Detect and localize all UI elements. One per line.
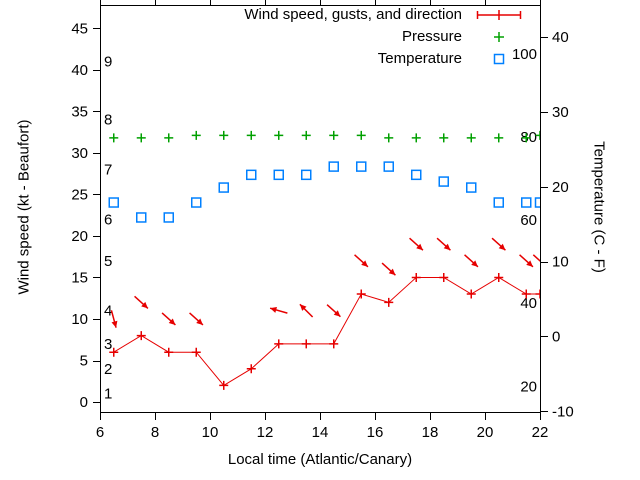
left-y-axis-title: Wind speed (kt - Beaufort)	[15, 119, 33, 295]
gust-direction-arrows	[110, 237, 540, 328]
svg-text:22: 22	[532, 424, 549, 441]
svg-text:100: 100	[512, 46, 537, 63]
svg-text:0: 0	[552, 328, 560, 345]
svg-text:-10: -10	[552, 403, 574, 420]
svg-text:15: 15	[71, 269, 88, 286]
svg-text:10: 10	[552, 254, 569, 271]
svg-text:5: 5	[80, 353, 88, 370]
svg-text:40: 40	[552, 29, 569, 46]
x-axis-title: Local time (Atlantic/Canary)	[227, 451, 413, 468]
temperature-square-legend-icon	[493, 53, 505, 65]
svg-text:20: 20	[477, 424, 494, 441]
temperature-series	[108, 161, 540, 223]
pressure-series	[109, 130, 540, 143]
svg-text:4: 4	[104, 303, 112, 320]
svg-text:25: 25	[71, 186, 88, 203]
svg-text:6: 6	[104, 211, 112, 228]
svg-text:35: 35	[71, 103, 88, 120]
legend-entry-wind: Wind speed, gusts, and direction	[244, 6, 462, 23]
svg-text:1: 1	[104, 386, 112, 403]
svg-text:20: 20	[552, 179, 569, 196]
svg-text:30: 30	[552, 104, 569, 121]
svg-text:8: 8	[104, 112, 112, 129]
svg-text:14: 14	[312, 424, 329, 441]
svg-text:30: 30	[71, 145, 88, 162]
svg-text:8: 8	[151, 424, 159, 441]
svg-text:5: 5	[104, 253, 112, 270]
pressure-plus-legend-icon	[494, 32, 504, 42]
svg-text:3: 3	[104, 336, 112, 353]
right-y-axis-title: Temperature (C - F)	[590, 141, 608, 273]
svg-text:45: 45	[71, 20, 88, 37]
svg-text:6: 6	[96, 424, 104, 441]
svg-text:16: 16	[367, 424, 384, 441]
svg-text:40: 40	[71, 62, 88, 79]
svg-text:60: 60	[520, 212, 537, 229]
beaufort-scale-labels: 1 2 3 4 5 6 7 8 9	[104, 53, 112, 402]
legend-entry-pressure: Pressure	[401, 28, 462, 45]
svg-text:2: 2	[104, 361, 112, 378]
svg-text:7: 7	[104, 161, 112, 178]
axes: 6 8 10 12 14 16 18 20 22051015202530354045-10010…	[71, 0, 574, 441]
svg-text:10: 10	[71, 311, 88, 328]
wind-errorbar-legend-icon	[476, 10, 522, 20]
wind-speed-series	[109, 272, 540, 390]
svg-text:20: 20	[71, 228, 88, 245]
svg-text:12: 12	[257, 424, 274, 441]
svg-text:20: 20	[520, 378, 537, 395]
svg-text:18: 18	[422, 424, 439, 441]
svg-text:10: 10	[202, 424, 219, 441]
svg-text:0: 0	[80, 394, 88, 411]
svg-text:40: 40	[520, 295, 537, 312]
svg-text:9: 9	[104, 53, 112, 70]
legend-entry-temperature: Temperature	[377, 50, 462, 67]
